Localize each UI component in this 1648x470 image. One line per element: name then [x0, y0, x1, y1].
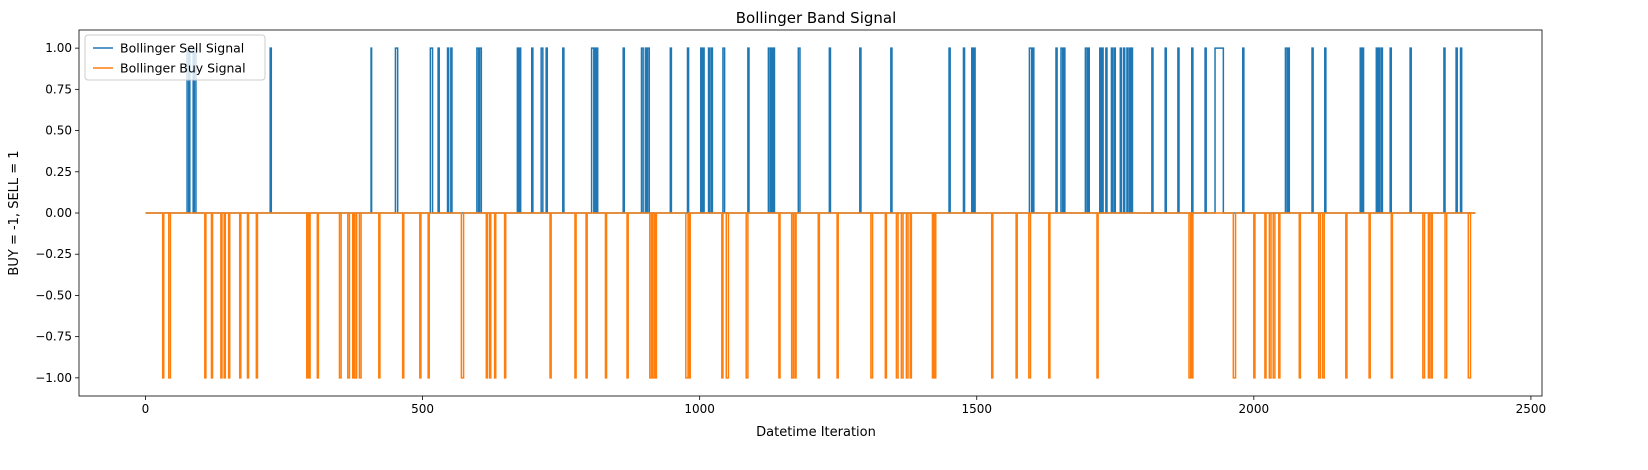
- y-tick-label: 0.00: [45, 206, 72, 220]
- x-axis-label: Datetime Iteration: [756, 425, 876, 440]
- x-tick-label: 1000: [684, 402, 715, 416]
- legend-box: [84, 34, 266, 81]
- x-tick-label: 2500: [1516, 402, 1547, 416]
- x-tick-label: 1500: [961, 402, 992, 416]
- y-tick-label: −0.75: [35, 330, 72, 344]
- y-tick-label: 0.50: [45, 124, 72, 138]
- y-tick-label: 1.00: [45, 41, 72, 55]
- legend-entry: Bollinger Sell Signal: [120, 41, 244, 56]
- chart-title: Bollinger Band Signal: [736, 9, 897, 27]
- x-tick-label: 2000: [1239, 402, 1270, 416]
- y-tick-label: 0.25: [45, 165, 72, 179]
- y-tick-label: −0.25: [35, 247, 72, 261]
- y-tick-label: 0.75: [45, 82, 72, 96]
- plot-area: 0 500 1000 1500 2000 2500 1.00 0.75 0.50 0.25 0.00…: [35, 29, 1547, 416]
- y-tick-label: −1.00: [35, 371, 72, 385]
- legend-entry: Bollinger Buy Signal: [120, 61, 246, 76]
- y-axis-label: BUY = -1, SELL = 1: [7, 150, 22, 275]
- y-tick-label: −0.50: [35, 288, 72, 302]
- x-tick-label: 500: [411, 402, 434, 416]
- buy-signal-line: [145, 212, 1476, 379]
- x-tick-label: 0: [142, 402, 150, 416]
